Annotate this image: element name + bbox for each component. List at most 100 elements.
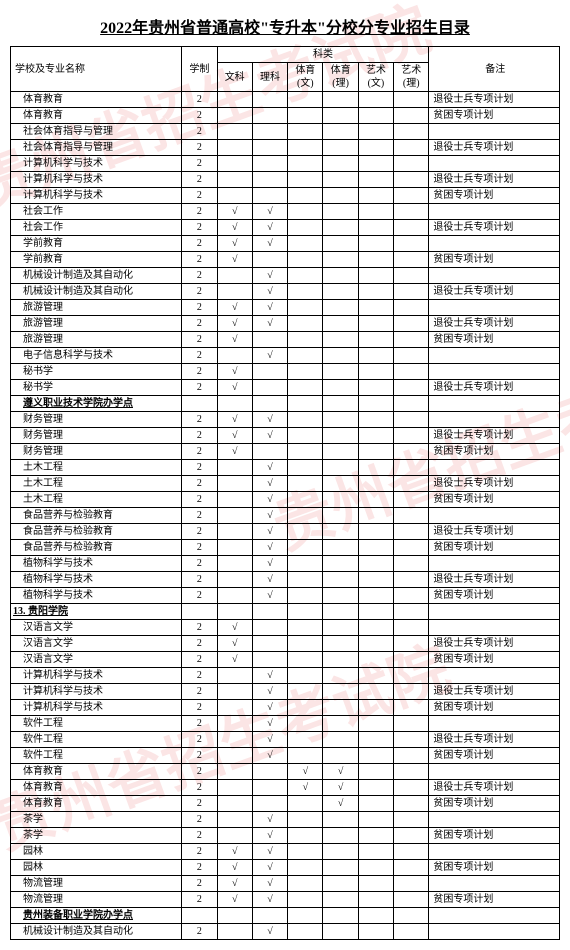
cell-ysw [358, 604, 393, 620]
cell-tyl [323, 748, 358, 764]
cell-ysw [358, 684, 393, 700]
cell-ysl [394, 572, 429, 588]
cell-lk: √ [252, 876, 287, 892]
th-xz: 学制 [182, 47, 217, 92]
cell-name: 汉语言文学 [11, 620, 182, 636]
cell-xz: 2 [182, 380, 217, 396]
table-row: 机械设计制造及其自动化2√ [11, 924, 560, 940]
cell-xz: 2 [182, 316, 217, 332]
cell-ysw [358, 428, 393, 444]
cell-tyl [323, 524, 358, 540]
cell-wk: √ [217, 844, 252, 860]
cell-lk [252, 108, 287, 124]
cell-tyw [288, 908, 323, 924]
cell-xz: 2 [182, 924, 217, 940]
table-row: 旅游管理2√√ [11, 300, 560, 316]
table-row: 土木工程2√ [11, 460, 560, 476]
cell-tyl [323, 92, 358, 108]
cell-bz: 退役士兵专项计划 [429, 428, 560, 444]
cell-lk: √ [252, 556, 287, 572]
cell-xz [182, 604, 217, 620]
cell-ysw [358, 572, 393, 588]
table-row: 食品营养与检验教育2√贫困专项计划 [11, 540, 560, 556]
cell-xz: 2 [182, 268, 217, 284]
cell-ysl [394, 108, 429, 124]
cell-lk: √ [252, 844, 287, 860]
cell-name: 汉语言文学 [11, 636, 182, 652]
cell-name: 13. 贵阳学院 [11, 604, 182, 620]
cell-ysw [358, 844, 393, 860]
table-row: 秘书学2√ [11, 364, 560, 380]
cell-wk [217, 716, 252, 732]
cell-xz: 2 [182, 332, 217, 348]
cell-bz: 退役士兵专项计划 [429, 140, 560, 156]
cell-ysl [394, 428, 429, 444]
table-row: 食品营养与检验教育2√ [11, 508, 560, 524]
cell-wk: √ [217, 300, 252, 316]
cell-xz: 2 [182, 252, 217, 268]
cell-lk [252, 636, 287, 652]
cell-tyw [288, 332, 323, 348]
cell-name: 旅游管理 [11, 332, 182, 348]
cell-name: 体育教育 [11, 108, 182, 124]
cell-ysl [394, 860, 429, 876]
cell-ysw [358, 108, 393, 124]
cell-bz: 贫困专项计划 [429, 588, 560, 604]
table-row: 秘书学2√退役士兵专项计划 [11, 380, 560, 396]
cell-tyl [323, 316, 358, 332]
cell-ysw [358, 924, 393, 940]
table-row: 贵州装备职业学院办学点 [11, 908, 560, 924]
cell-lk: √ [252, 508, 287, 524]
cell-tyw [288, 828, 323, 844]
cell-ysl [394, 316, 429, 332]
cell-xz: 2 [182, 876, 217, 892]
th-bz: 备注 [429, 47, 560, 92]
cell-tyl [323, 860, 358, 876]
cell-ysw [358, 492, 393, 508]
cell-tyw [288, 636, 323, 652]
cell-tyw [288, 620, 323, 636]
cell-wk: √ [217, 252, 252, 268]
cell-ysl [394, 252, 429, 268]
cell-bz: 贫困专项计划 [429, 892, 560, 908]
cell-bz: 贫困专项计划 [429, 860, 560, 876]
cell-name: 土木工程 [11, 460, 182, 476]
cell-tyl [323, 508, 358, 524]
cell-wk: √ [217, 236, 252, 252]
cell-tyl [323, 348, 358, 364]
cell-bz [429, 876, 560, 892]
cell-xz: 2 [182, 348, 217, 364]
cell-xz: 2 [182, 700, 217, 716]
cell-wk: √ [217, 332, 252, 348]
cell-wk [217, 492, 252, 508]
cell-tyl [323, 556, 358, 572]
cell-tyl: √ [323, 764, 358, 780]
cell-lk: √ [252, 924, 287, 940]
table-row: 计算机科学与技术2贫困专项计划 [11, 188, 560, 204]
cell-xz [182, 396, 217, 412]
cell-bz [429, 620, 560, 636]
cell-name: 秘书学 [11, 364, 182, 380]
cell-wk [217, 700, 252, 716]
cell-tyw [288, 492, 323, 508]
cell-ysl [394, 332, 429, 348]
cell-wk: √ [217, 428, 252, 444]
cell-bz: 退役士兵专项计划 [429, 284, 560, 300]
cell-ysl [394, 748, 429, 764]
cell-wk [217, 764, 252, 780]
table-row: 社会工作2√√ [11, 204, 560, 220]
cell-bz: 退役士兵专项计划 [429, 220, 560, 236]
cell-bz: 贫困专项计划 [429, 108, 560, 124]
cell-wk: √ [217, 204, 252, 220]
cell-ysl [394, 444, 429, 460]
cell-xz: 2 [182, 300, 217, 316]
cell-ysl [394, 268, 429, 284]
cell-tyl [323, 364, 358, 380]
cell-name: 体育教育 [11, 796, 182, 812]
cell-bz: 贫困专项计划 [429, 828, 560, 844]
cell-xz: 2 [182, 460, 217, 476]
cell-tyw [288, 540, 323, 556]
cell-tyl [323, 412, 358, 428]
cell-xz: 2 [182, 364, 217, 380]
cell-ysw [358, 460, 393, 476]
